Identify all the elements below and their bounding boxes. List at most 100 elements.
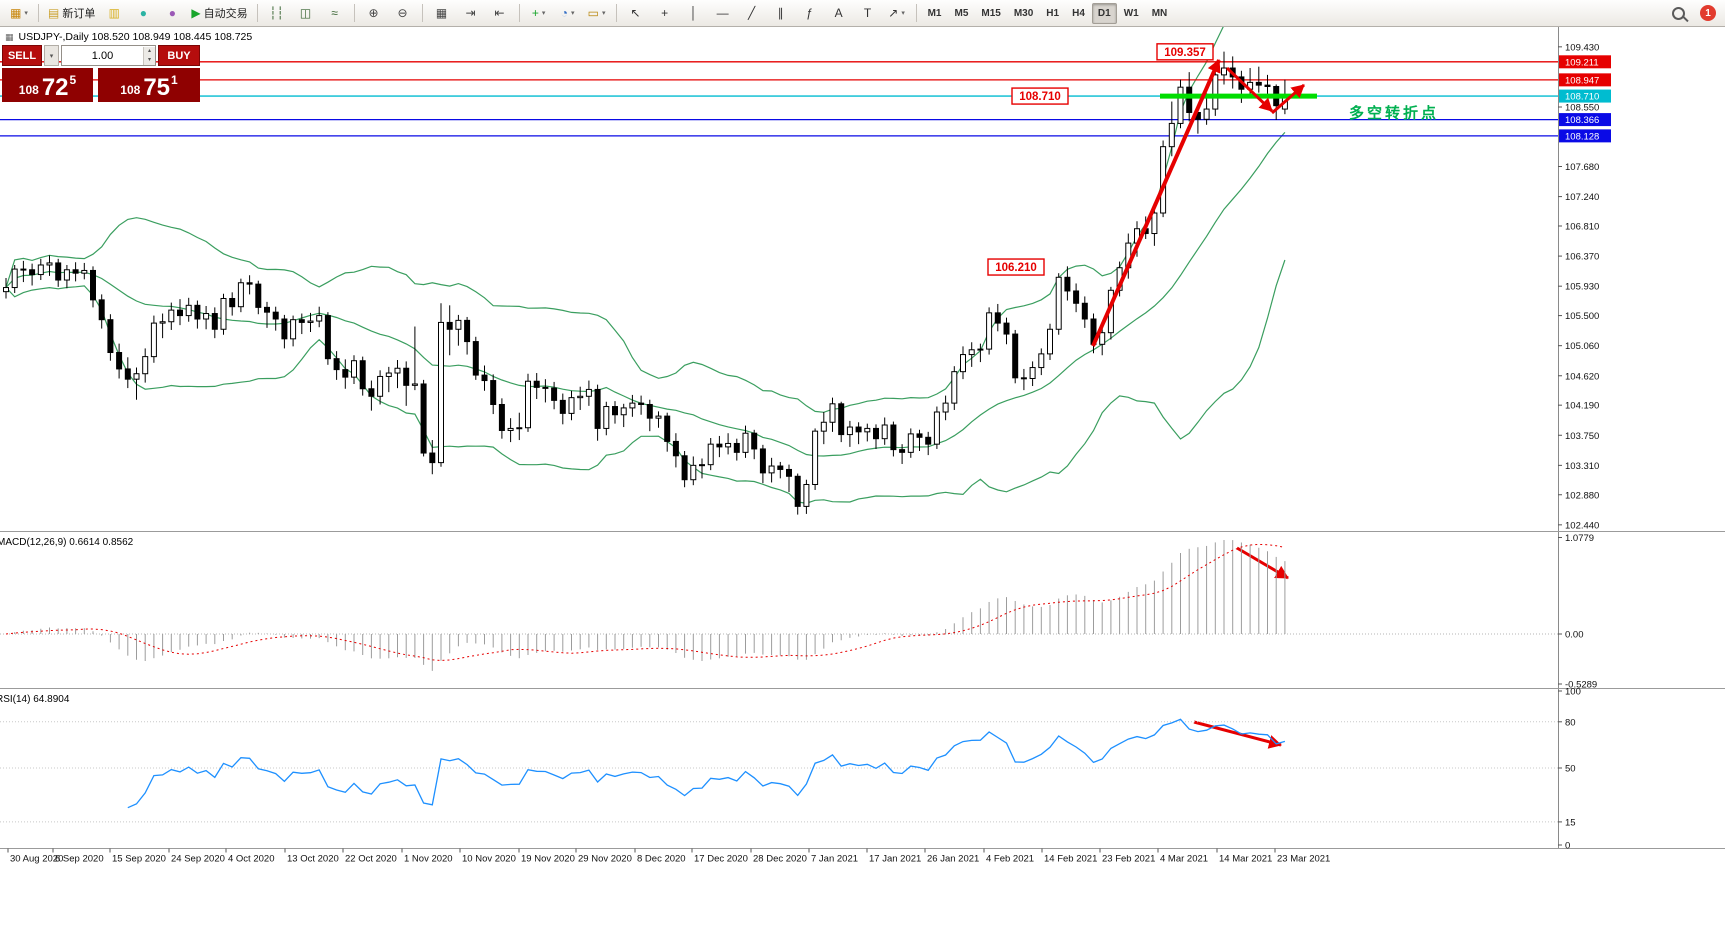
timeframe-w1[interactable]: W1 xyxy=(1123,7,1139,19)
price-label-box xyxy=(1156,43,1214,61)
bar-chart-button[interactable]: ┆┆ xyxy=(263,2,291,25)
timeframe-mn[interactable]: MN xyxy=(1151,7,1168,19)
toolbar-separator xyxy=(615,4,617,22)
line-chart-button[interactable]: ≈ xyxy=(321,2,349,25)
indicators-button[interactable]: + ▾ xyxy=(525,2,553,25)
new-order-button[interactable]: ▤ 新订单 xyxy=(44,2,99,25)
svg-text:108.550: 108.550 xyxy=(1565,103,1599,114)
timeframe-m5[interactable]: M5 xyxy=(954,7,969,19)
svg-text:24 Sep 2020: 24 Sep 2020 xyxy=(171,854,225,865)
caret-down-icon[interactable]: ▾ xyxy=(144,55,155,65)
timeframe-h4[interactable]: H4 xyxy=(1072,7,1085,19)
templates-button[interactable]: ▭ ▾ xyxy=(583,2,611,25)
chart-shift-icon: ⇤ xyxy=(494,6,505,20)
channel-button[interactable]: ∥ xyxy=(767,2,795,25)
notification-badge[interactable]: 1 xyxy=(1700,5,1716,21)
price-axis[interactable]: 109.430 108.550 107.680 107.240 106.810 106.3… xyxy=(1558,27,1611,849)
community-button[interactable]: ● xyxy=(158,2,186,25)
tile-windows-button[interactable]: ▦ xyxy=(428,2,456,25)
svg-text:108.128: 108.128 xyxy=(1565,131,1599,142)
new-chart-button[interactable]: ▦ ▾ xyxy=(5,2,33,25)
bounce-arrow xyxy=(1271,83,1305,115)
caret-down-icon: ▾ xyxy=(570,10,575,17)
price-label-box xyxy=(1011,87,1069,105)
line-chart-icon: ≈ xyxy=(331,6,338,20)
buy-price[interactable]: 108 75 1 xyxy=(98,68,200,102)
chat-icon: ● xyxy=(139,6,147,20)
sell-button[interactable]: SELL xyxy=(2,45,42,66)
pullback-arrow xyxy=(1225,66,1274,113)
auto-scroll-button[interactable]: ⇥ xyxy=(457,2,485,25)
timeframe-m15[interactable]: M15 xyxy=(981,7,1001,19)
new-chart-icon: ▦ xyxy=(10,6,22,20)
rsi-label: RSI(14) 64.8904 xyxy=(0,694,70,705)
svg-text:29 Nov 2020: 29 Nov 2020 xyxy=(578,854,632,865)
buy-price-pips: 75 xyxy=(143,74,171,101)
zoom-out-button[interactable]: ⊖ xyxy=(389,2,417,25)
text-button[interactable]: A xyxy=(825,2,853,25)
price-label-box xyxy=(987,258,1045,276)
auto-trading-icon: ▶ xyxy=(191,6,201,20)
price-tag xyxy=(1559,89,1611,103)
macd-panel: MACD(12,26,9) 0.6614 0.8562 1.0779 0.00 -0.… xyxy=(0,533,1597,691)
volume-dropdown-button[interactable]: ▾ xyxy=(44,45,59,66)
horizontal-line-objects[interactable] xyxy=(0,61,1558,137)
timeframe-d1[interactable]: D1 xyxy=(1091,2,1117,24)
price-tag xyxy=(1559,73,1611,87)
toolbar-separator xyxy=(421,4,423,22)
drawn-objects[interactable]: 109.357 108.710 106.210 多空转折点 xyxy=(987,43,1439,749)
buy-button[interactable]: BUY xyxy=(158,45,200,66)
community-icon: ● xyxy=(168,6,176,20)
sell-price-pips: 72 xyxy=(41,74,69,101)
vertical-line-button[interactable]: │ xyxy=(680,2,708,25)
volume-value: 1.00 xyxy=(91,49,114,62)
chart-shift-button[interactable]: ⇤ xyxy=(486,2,514,25)
trendline-button[interactable]: ╱ xyxy=(738,2,766,25)
svg-text:23 Mar 2021: 23 Mar 2021 xyxy=(1277,854,1330,865)
zoom-in-icon: ⊕ xyxy=(368,6,379,20)
arrows-icon: ↗ xyxy=(888,6,899,20)
cursor-icon: ↖ xyxy=(630,6,641,20)
label-button[interactable]: T xyxy=(854,2,882,25)
crosshair-button[interactable]: + xyxy=(651,2,679,25)
caret-up-icon[interactable]: ▴ xyxy=(144,46,155,56)
volume-spinner[interactable]: ▴ ▾ xyxy=(143,46,155,65)
search-button[interactable] xyxy=(1664,2,1692,25)
volume-input[interactable]: 1.00 ▴ ▾ xyxy=(61,45,156,66)
svg-text:7 Jan 2021: 7 Jan 2021 xyxy=(811,854,858,865)
svg-text:-0.5289: -0.5289 xyxy=(1565,680,1597,691)
periods-button[interactable]: ◔ ▾ xyxy=(554,2,582,25)
svg-text:15: 15 xyxy=(1565,817,1576,828)
fibonacci-icon: ƒ xyxy=(806,6,813,20)
fibonacci-button[interactable]: ƒ xyxy=(796,2,824,25)
trendline-icon: ╱ xyxy=(747,6,756,20)
zoom-out-icon: ⊖ xyxy=(397,6,408,20)
sell-price[interactable]: 108 72 5 xyxy=(2,68,93,102)
toolbar-separator xyxy=(353,4,355,22)
zoom-in-button[interactable]: ⊕ xyxy=(360,2,388,25)
svg-text:108.947: 108.947 xyxy=(1565,75,1599,86)
svg-text:8 Dec 2020: 8 Dec 2020 xyxy=(637,854,686,865)
chat-button[interactable]: ● xyxy=(129,2,157,25)
timeframe-m30[interactable]: M30 xyxy=(1013,7,1034,19)
timeframe-h1[interactable]: H1 xyxy=(1046,7,1060,19)
toolbar-separator xyxy=(518,4,520,22)
timeframe-m1[interactable]: M1 xyxy=(927,7,942,19)
svg-text:28 Dec 2020: 28 Dec 2020 xyxy=(753,854,807,865)
horizontal-line-icon: ― xyxy=(716,6,729,20)
auto-scroll-icon: ⇥ xyxy=(465,6,476,20)
arrows-button[interactable]: ↗ ▾ xyxy=(883,2,911,25)
tile-windows-icon: ▦ xyxy=(435,6,448,20)
cursor-button[interactable]: ↖ xyxy=(622,2,650,25)
rsi-arrow xyxy=(1193,720,1282,749)
svg-text:26 Jan 2021: 26 Jan 2021 xyxy=(927,854,979,865)
chart-icon: ▦ xyxy=(5,31,14,42)
candlestick-button[interactable]: ◫ xyxy=(292,2,320,25)
auto-trading-button[interactable]: ▶ 自动交易 xyxy=(187,2,251,25)
market-watch-button[interactable]: ▥ xyxy=(100,2,128,25)
svg-text:4 Oct 2020: 4 Oct 2020 xyxy=(228,854,274,865)
horizontal-line-button[interactable]: ― xyxy=(709,2,737,25)
buy-price-figure: 108 xyxy=(120,83,141,97)
